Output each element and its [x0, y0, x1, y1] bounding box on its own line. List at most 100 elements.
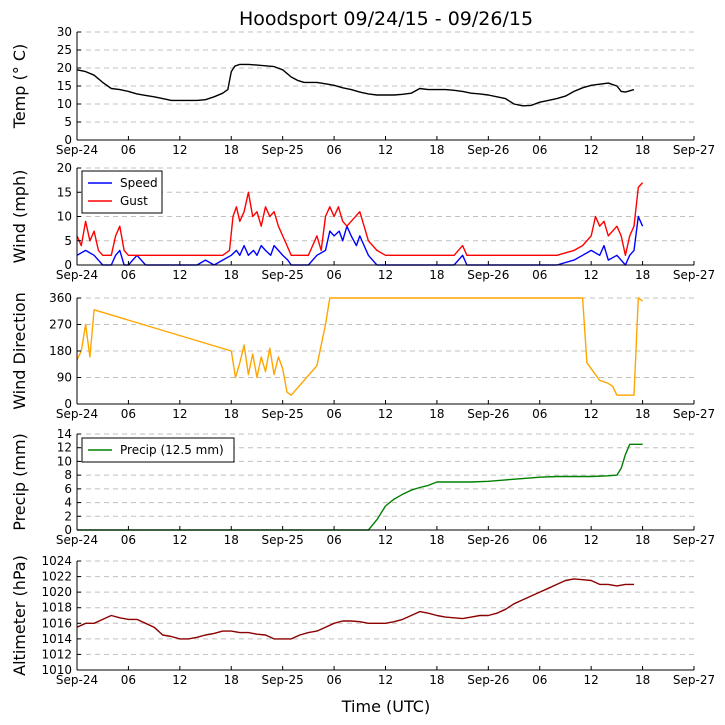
wind-series-gust — [76, 182, 644, 257]
wind-x-tick-label: Sep-24 — [56, 268, 98, 282]
wind-x-tick-label: Sep-27 — [673, 268, 715, 282]
altimeter-x-tick-label: 18 — [224, 673, 239, 687]
temp-x-tick-label: 18 — [635, 143, 650, 157]
temp-y-tick-label: 0 — [64, 133, 72, 147]
precip-x-tick-label: 06 — [326, 533, 341, 547]
altimeter-y-tick-label: 1012 — [41, 647, 72, 661]
precip-y-tick-label: 10 — [57, 454, 72, 468]
precip-y-tick-label: 8 — [64, 468, 72, 482]
wind-x-tick-label: 12 — [172, 268, 187, 282]
direction-x-tick-label: 12 — [378, 407, 393, 421]
temp-x-tick-label: Sep-27 — [673, 143, 715, 157]
altimeter-y-tick-label: 1022 — [41, 570, 72, 584]
temp-y-tick-label: 15 — [57, 79, 72, 93]
altimeter-y-tick-label: 1024 — [41, 554, 72, 568]
wind-legend: Speed Gust — [81, 170, 163, 214]
precip-x-tick-label: 06 — [532, 533, 547, 547]
x-axis-label: Time (UTC) — [341, 697, 430, 716]
direction-x-tick-label: Sep-26 — [467, 407, 509, 421]
temp-y-tick-label: 5 — [64, 115, 72, 129]
temp-x-tick-label: 06 — [532, 143, 547, 157]
wind-x-tick-label: Sep-25 — [262, 268, 304, 282]
altimeter-x-tick-label: 18 — [429, 673, 444, 687]
direction-y-tick-label: 0 — [64, 397, 72, 411]
altimeter-y-axis-label: Altimeter (hPa) — [10, 555, 29, 676]
temp-y-tick-label: 30 — [57, 25, 72, 39]
direction-y-tick-label: 270 — [49, 318, 72, 332]
precip-y-tick-label: 2 — [64, 509, 72, 523]
altimeter-x-tick-label: 12 — [172, 673, 187, 687]
precip-series-precip-12-5-mm- — [77, 443, 643, 531]
direction-x-tick-label: 06 — [121, 407, 136, 421]
wind-x-tick-label: 18 — [429, 268, 444, 282]
altimeter-y-tick-label: 1016 — [41, 616, 72, 630]
temp-x-tick-label: 18 — [429, 143, 444, 157]
temp-x-tick-label: 06 — [121, 143, 136, 157]
altimeter-x-tick-label: 06 — [532, 673, 547, 687]
wind-y-tick-label: 5 — [64, 234, 72, 248]
precip-x-tick-label: Sep-27 — [673, 533, 715, 547]
temp-x-tick-label: 06 — [326, 143, 341, 157]
precip-y-tick-label: 12 — [57, 441, 72, 455]
temp-x-tick-label: 12 — [584, 143, 599, 157]
temp-y-axis-label: Temp (° C) — [10, 44, 29, 129]
temp-y-tick-label: 25 — [57, 43, 72, 57]
wind-y-tick-label: 20 — [57, 161, 72, 175]
wind-x-tick-label: 18 — [635, 268, 650, 282]
wind-y-tick-label: 10 — [57, 210, 72, 224]
direction-panel: 0 90 180 270 360 Sep-24 06 12 18 Sep-25 06 12 18 Sep-… — [10, 291, 715, 421]
wind-x-tick-label: 06 — [532, 268, 547, 282]
direction-x-tick-label: 06 — [532, 407, 547, 421]
altimeter-y-tick-label: 1020 — [41, 585, 72, 599]
temp-y-tick-label: 20 — [57, 61, 72, 75]
direction-y-axis-label: Wind Direction — [10, 292, 29, 410]
direction-y-tick-label: 90 — [57, 371, 72, 385]
altimeter-series-altimeter — [76, 578, 634, 640]
temp-panel: 0 5 10 15 20 25 30 Sep-24 06 12 18 Sep-25 06 12 18 Sep-… — [10, 25, 715, 157]
altimeter-x-tick-label: Sep-24 — [56, 673, 98, 687]
direction-x-tick-label: 18 — [224, 407, 239, 421]
wind-panel: 0 5 10 15 20 Sep-24 06 12 18 Sep-25 06 12 18 Sep-26 06… — [10, 161, 715, 282]
temp-x-tick-label: 12 — [172, 143, 187, 157]
precip-y-axis-label: Precip (mm) — [10, 433, 29, 531]
precip-legend-label: Precip (12.5 mm) — [120, 443, 224, 457]
wind-y-axis-label: Wind (mph) — [10, 170, 29, 264]
figure-title: Hoodsport 09/24/15 - 09/26/15 — [239, 8, 533, 30]
precip-x-tick-label: 12 — [584, 533, 599, 547]
altimeter-x-tick-label: 12 — [584, 673, 599, 687]
temp-series-temp — [76, 63, 635, 107]
temp-x-tick-label: 12 — [378, 143, 393, 157]
precip-y-tick-label: 6 — [64, 482, 72, 496]
altimeter-x-tick-label: 18 — [635, 673, 650, 687]
temp-x-tick-label: Sep-24 — [56, 143, 98, 157]
wind-y-tick-label: 0 — [64, 258, 72, 272]
precip-x-tick-label: Sep-24 — [56, 533, 98, 547]
precip-x-tick-label: Sep-25 — [262, 533, 304, 547]
altimeter-x-tick-label: Sep-26 — [467, 673, 509, 687]
temp-x-tick-label: 18 — [224, 143, 239, 157]
precip-x-tick-label: 12 — [172, 533, 187, 547]
wind-x-tick-label: 06 — [121, 268, 136, 282]
altimeter-x-tick-label: Sep-27 — [673, 673, 715, 687]
wind-x-tick-label: Sep-26 — [467, 268, 509, 282]
direction-y-tick-label: 180 — [49, 344, 72, 358]
altimeter-y-tick-label: 1010 — [41, 663, 72, 677]
wind-y-tick-label: 15 — [57, 185, 72, 199]
direction-x-tick-label: 18 — [429, 407, 444, 421]
direction-x-tick-label: 06 — [326, 407, 341, 421]
direction-y-tick-label: 360 — [49, 291, 72, 305]
altimeter-x-tick-label: 06 — [121, 673, 136, 687]
direction-x-tick-label: 18 — [635, 407, 650, 421]
precip-x-tick-label: Sep-26 — [467, 533, 509, 547]
precip-x-tick-label: 18 — [635, 533, 650, 547]
precip-y-tick-label: 4 — [64, 496, 72, 510]
altimeter-y-tick-label: 1014 — [41, 632, 72, 646]
temp-x-tick-label: Sep-25 — [262, 143, 304, 157]
wind-x-tick-label: 18 — [224, 268, 239, 282]
altimeter-x-tick-label: 12 — [378, 673, 393, 687]
wind-legend-label: Speed — [120, 176, 158, 190]
precip-x-tick-label: 18 — [429, 533, 444, 547]
